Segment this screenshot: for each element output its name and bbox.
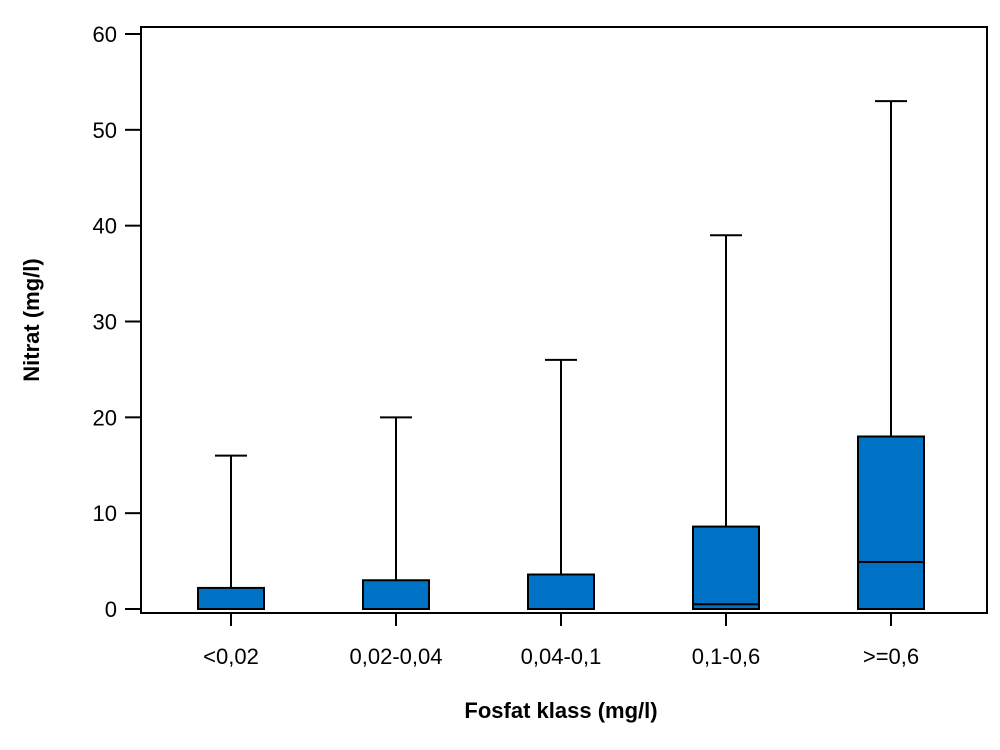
- plot-frame: [140, 26, 988, 614]
- x-tick-label: >=0,6: [863, 644, 919, 669]
- box-rect: [857, 435, 925, 610]
- y-tick-label: 50: [93, 118, 117, 143]
- box-rect: [197, 586, 265, 611]
- x-axis: <0,02 0,02-0,04 0,04-0,1 0,1-0,6 >=0,6: [203, 613, 919, 669]
- y-axis: 0 10 20 30 40 50 60: [93, 22, 141, 622]
- y-axis-title: Nitrat (mg/l): [19, 258, 44, 381]
- box-rect: [527, 573, 595, 610]
- box-rect: [362, 579, 430, 610]
- box-group: [527, 358, 595, 610]
- y-tick-label: 30: [93, 310, 117, 335]
- x-tick-label: 0,04-0,1: [521, 644, 602, 669]
- box-group: [692, 234, 760, 610]
- box-rect: [692, 525, 760, 610]
- x-tick-label: <0,02: [203, 644, 259, 669]
- y-tick-label: 20: [93, 405, 117, 430]
- y-tick-label: 60: [93, 22, 117, 47]
- y-tick-label: 40: [93, 214, 117, 239]
- box-group: [362, 416, 430, 610]
- x-tick-label: 0,1-0,6: [692, 644, 761, 669]
- x-axis-title: Fosfat klass (mg/l): [464, 698, 657, 723]
- boxes-layer: [197, 100, 925, 611]
- y-tick-label: 0: [105, 597, 117, 622]
- box-group: [197, 454, 265, 611]
- box-group: [857, 100, 925, 610]
- y-tick-label: 10: [93, 501, 117, 526]
- x-tick-label: 0,02-0,04: [350, 644, 443, 669]
